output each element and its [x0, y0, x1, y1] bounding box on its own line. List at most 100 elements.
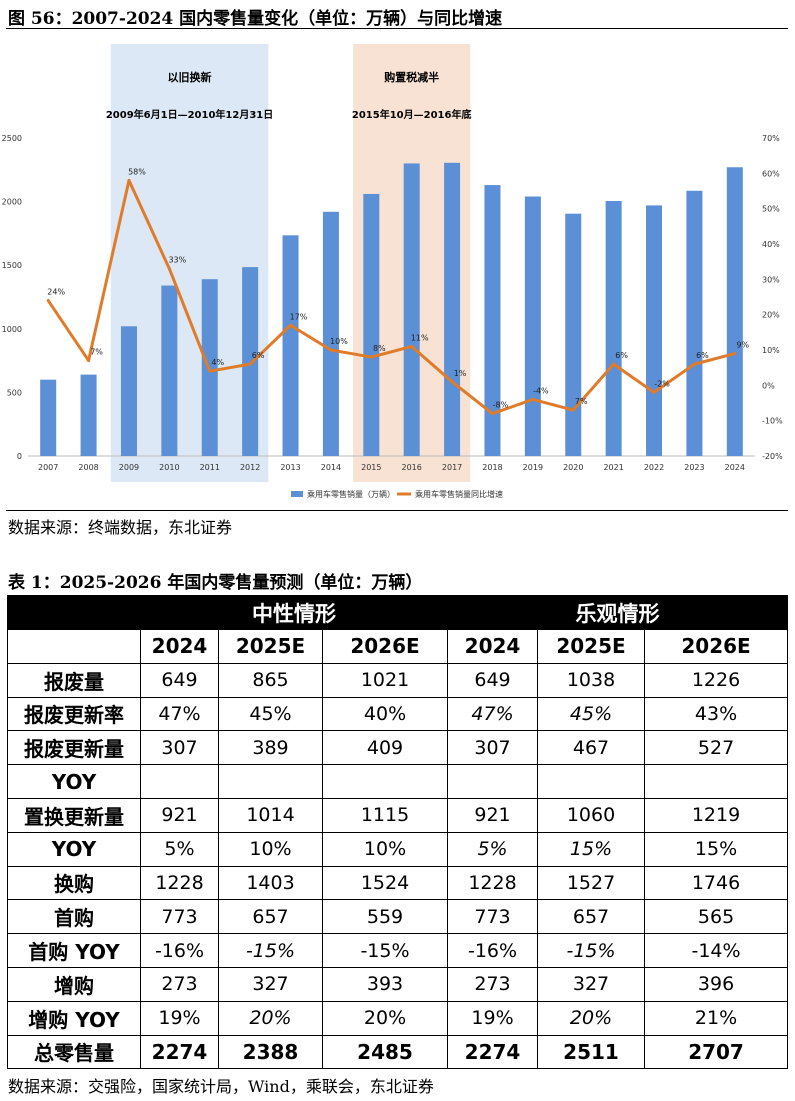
line-point — [652, 390, 656, 394]
y-right-tick-label: -20% — [762, 452, 783, 461]
row-label: 报废更新量 — [7, 730, 141, 766]
year-header-blank — [7, 629, 141, 664]
x-tick-label: 2017 — [442, 463, 462, 472]
table-cell: 307 — [447, 730, 539, 766]
table-cell: 1021 — [321, 662, 449, 698]
table-row: 置换更新量 921 1014 1115 921 1060 1219 — [7, 797, 789, 833]
bar-retail-sales — [605, 200, 622, 456]
year-header: 2026E — [321, 629, 449, 664]
table-cell — [537, 764, 646, 799]
table-cell: 921 — [140, 797, 219, 833]
row-label: 增购 YOY — [7, 1000, 141, 1036]
bar-retail-sales — [161, 285, 178, 456]
table-cell: 10% — [218, 831, 323, 867]
data-label-yoy: 9% — [736, 341, 749, 350]
data-label-yoy: -8% — [493, 401, 509, 410]
y-left-tick-label: 500 — [7, 388, 22, 397]
bar-retail-sales — [444, 162, 461, 456]
y-right-tick-label: 10% — [762, 346, 780, 355]
x-tick-label: 2011 — [200, 463, 220, 472]
line-point — [531, 397, 535, 401]
x-tick-label: 2015 — [361, 463, 381, 472]
data-label-yoy: 24% — [47, 288, 65, 297]
table-row: 报废量 649 865 1021 649 1038 1226 — [7, 662, 789, 698]
data-label-yoy: 6% — [252, 351, 265, 360]
table-cell: 657 — [537, 899, 646, 935]
table-cell: 1060 — [537, 797, 646, 833]
line-point — [248, 362, 252, 366]
table-cell — [644, 764, 789, 799]
y-right-tick-label: 30% — [762, 275, 780, 284]
bar-retail-sales — [282, 235, 299, 456]
data-label-yoy: 4% — [211, 358, 224, 367]
year-header: 2026E — [644, 629, 789, 664]
table-cell: -15% — [321, 933, 449, 968]
x-tick-label: 2020 — [563, 463, 583, 472]
table-cell: 307 — [140, 730, 219, 766]
bar-retail-sales — [646, 205, 663, 456]
bar-retail-sales — [40, 379, 57, 456]
line-point — [612, 362, 616, 366]
table-row: 增购 YOY 19% 20% 20% 19% 20% 21% — [7, 1000, 789, 1036]
table-cell: 1014 — [218, 797, 323, 833]
row-label: YOY — [7, 831, 141, 867]
highlight-title: 以旧换新 — [168, 70, 212, 84]
x-tick-label: 2014 — [321, 463, 341, 472]
table-cell: 5% — [447, 831, 539, 867]
scenario-optimistic: 乐观情形 — [447, 595, 789, 630]
table-row: 报废更新量 307 389 409 307 467 527 — [7, 730, 789, 766]
x-tick-label: 2024 — [725, 463, 745, 472]
row-label: 报废更新率 — [7, 696, 141, 732]
table-cell: 1746 — [644, 865, 789, 901]
highlight-band — [110, 44, 269, 482]
y-left-tick-label: 0 — [17, 452, 22, 461]
table-cell: 19% — [140, 1000, 219, 1036]
retail-sales-chart: 以旧换新 2009年6月1日—2010年12月31日 购置税减半 2015年10月—2… — [2, 44, 783, 499]
table-cell: 45% — [537, 696, 646, 732]
line-point — [490, 412, 494, 416]
table-cell: 1115 — [321, 797, 449, 833]
table-cell — [218, 764, 323, 799]
bar-retail-sales — [80, 374, 97, 456]
table-cell: 467 — [537, 730, 646, 766]
line-point — [167, 267, 171, 271]
data-label-yoy: -2% — [654, 379, 670, 388]
table-cell — [447, 764, 539, 799]
data-label-yoy: 7% — [90, 348, 103, 357]
year-header: 2025E — [218, 629, 323, 664]
table-cell: 409 — [321, 730, 449, 766]
table-cell: 649 — [447, 662, 539, 698]
table-cell: 1527 — [537, 865, 646, 901]
table-cell: -15% — [537, 933, 646, 968]
table-cell: 649 — [140, 662, 219, 698]
table-cell: 15% — [537, 831, 646, 867]
forecast-table: 中性情形 乐观情形 2024 2025E 2026E 2024 2025E 20… — [7, 595, 789, 1070]
blank-header-cell — [7, 595, 141, 630]
data-label-yoy: 33% — [168, 256, 186, 265]
legend-swatch-bar — [291, 491, 303, 497]
table-cell: 393 — [321, 966, 449, 1002]
table-cell: 773 — [447, 899, 539, 935]
y-right-tick-label: 50% — [762, 205, 780, 214]
y-right-tick-label: 40% — [762, 240, 780, 249]
x-tick-label: 2022 — [644, 463, 664, 472]
line-point — [450, 380, 454, 384]
year-header: 2024 — [140, 629, 219, 664]
table-cell: 773 — [140, 899, 219, 935]
x-tick-label: 2016 — [402, 463, 422, 472]
x-tick-label: 2021 — [603, 463, 623, 472]
bar-retail-sales — [524, 196, 541, 456]
data-label-yoy: 6% — [696, 351, 709, 360]
row-label: YOY — [7, 764, 141, 799]
table-cell: 10% — [321, 831, 449, 867]
table-row: 首购 773 657 559 773 657 565 — [7, 899, 789, 935]
line-point — [369, 355, 373, 359]
row-label: 增购 — [7, 966, 141, 1002]
chart-bottom-rule — [6, 510, 788, 511]
row-label: 总零售量 — [7, 1034, 141, 1070]
figure-source: 数据来源：终端数据，东北证券 — [8, 518, 233, 537]
line-point — [87, 359, 91, 363]
table-cell: 921 — [447, 797, 539, 833]
table-cell: 1219 — [644, 797, 789, 833]
line-yoy-growth — [46, 178, 736, 416]
